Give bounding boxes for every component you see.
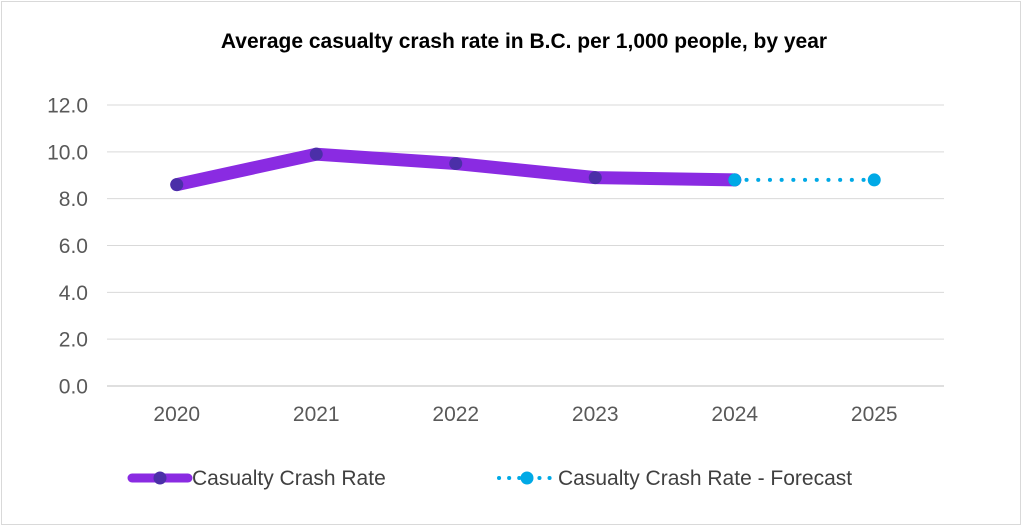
- x-axis-tick-labels: 2020 2021 2022 2023 2024 2025: [153, 403, 897, 426]
- y-tick-label: 6.0: [59, 235, 88, 258]
- y-tick-label: 10.0: [47, 141, 88, 164]
- legend-swatch-forecast-marker: [520, 471, 534, 485]
- y-tick-label: 12.0: [47, 95, 88, 118]
- series-markers: [170, 147, 881, 192]
- gridlines: [107, 104, 944, 387]
- y-axis-tick-labels: 0.0 2.0 4.0 6.0 8.0 10.0 12.0: [47, 95, 88, 399]
- y-tick-label: 0.0: [59, 376, 88, 399]
- data-point-actual: [309, 147, 323, 161]
- data-point-actual: [170, 178, 184, 192]
- legend-item-actual: Casualty Crash Rate: [127, 467, 386, 490]
- legend-swatch-actual-marker: [153, 471, 167, 485]
- x-tick-label: 2024: [711, 403, 758, 426]
- y-tick-label: 2.0: [59, 329, 88, 352]
- legend-label-forecast: Casualty Crash Rate - Forecast: [558, 467, 852, 490]
- data-point-forecast: [867, 173, 881, 187]
- x-tick-label: 2021: [293, 403, 340, 426]
- series-lines: [170, 147, 877, 192]
- x-tick-label: 2023: [572, 403, 619, 426]
- chart-title: Average casualty crash rate in B.C. per …: [221, 30, 827, 53]
- data-point-actual: [449, 157, 463, 171]
- x-tick-label: 2020: [153, 403, 200, 426]
- data-point-forecast: [728, 173, 742, 187]
- legend-item-forecast: Casualty Crash Rate - Forecast: [497, 467, 852, 490]
- legend: Casualty Crash Rate Casualty Crash Rate …: [127, 467, 852, 490]
- x-tick-label: 2022: [432, 403, 479, 426]
- y-tick-label: 4.0: [59, 282, 88, 305]
- legend-label-actual: Casualty Crash Rate: [192, 467, 386, 490]
- data-point-actual: [588, 171, 602, 185]
- y-tick-label: 8.0: [59, 188, 88, 211]
- x-tick-label: 2025: [851, 403, 898, 426]
